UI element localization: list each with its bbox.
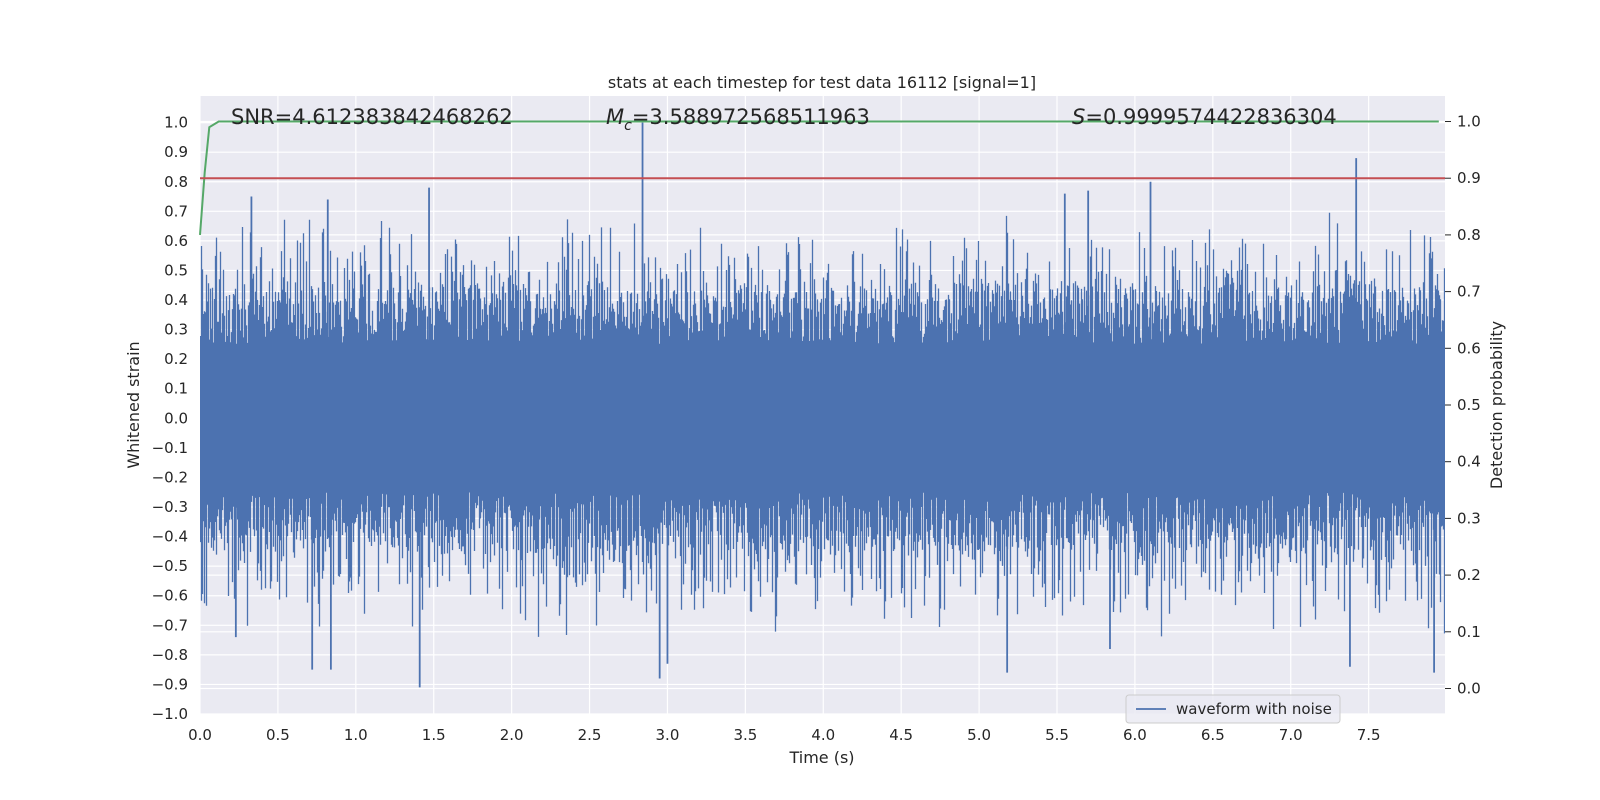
y-tick-label: −0.7 — [152, 616, 188, 634]
score-annotation: S=0.9999574422836304 — [1072, 105, 1337, 129]
x-tick-label: 6.5 — [1201, 726, 1225, 744]
x-tick-label: 3.0 — [656, 726, 680, 744]
tick-labels: 0.0 0.5 1.0 1.5 2.0 2.5 3.0 3.5 4.0 4.5 5.0 5.5 6.0 6… — [152, 113, 1481, 744]
y-tick-label: −1.0 — [152, 705, 188, 723]
chirp-mass-subscript: c — [624, 118, 632, 134]
y-tick-label: 0.0 — [164, 409, 188, 427]
x-tick-label: 6.0 — [1123, 726, 1147, 744]
chart-title: stats at each timestep for test data 161… — [608, 73, 1036, 92]
y-tick-label: 0.1 — [164, 380, 188, 398]
chirp-mass-annotation: Mc=3.588972568511963 — [606, 105, 870, 134]
y2-tick-label: 0.6 — [1457, 339, 1481, 357]
y-tick-label: −0.9 — [152, 675, 188, 693]
probability-overlay — [199, 120, 1445, 235]
x-tick-label: 0.0 — [188, 726, 212, 744]
y2-axis-label: Detection probability — [1487, 321, 1506, 489]
y2-tick-label: 1.0 — [1457, 113, 1481, 131]
x-tick-label: 1.5 — [422, 726, 446, 744]
chirp-mass-symbol: M — [606, 105, 624, 129]
y-tick-label: −0.8 — [152, 646, 188, 664]
y2-tick-label: 0.7 — [1457, 283, 1481, 301]
waveform-series — [200, 122, 1445, 688]
x-tick-label: 2.5 — [578, 726, 602, 744]
chirp-mass-value: =3.588972568511963 — [632, 105, 870, 129]
y-tick-label: 1.0 — [164, 114, 188, 132]
score-symbol: S — [1072, 105, 1085, 129]
x-axis-label: Time (s) — [788, 748, 854, 767]
y-tick-label: 0.4 — [164, 291, 188, 309]
y-tick-label: −0.2 — [152, 468, 188, 486]
y-tick-label: 0.5 — [164, 261, 188, 279]
y-tick-label: 0.3 — [164, 321, 188, 339]
x-tick-label: 5.0 — [967, 726, 991, 744]
y2-tick-label: 0.0 — [1457, 679, 1481, 697]
x-tick-label: 0.5 — [266, 726, 290, 744]
y-tick-label: −0.3 — [152, 498, 188, 516]
probability-line — [199, 120, 1439, 235]
x-tick-label: 7.0 — [1279, 726, 1303, 744]
y-tick-label: −0.6 — [152, 587, 188, 605]
y2-tick-label: 0.4 — [1457, 453, 1481, 471]
y2-tick-label: 0.2 — [1457, 566, 1481, 584]
x-tick-label: 4.0 — [811, 726, 835, 744]
x-tick-label: 5.5 — [1045, 726, 1069, 744]
x-tick-label: 2.0 — [500, 726, 524, 744]
y-tick-label: 0.8 — [164, 173, 188, 191]
y2-tick-label: 0.1 — [1457, 623, 1481, 641]
legend-box — [1125, 694, 1341, 724]
y-tick-label: 0.2 — [164, 350, 188, 368]
y-tick-label: 0.6 — [164, 232, 188, 250]
y2-tick-label: 0.9 — [1457, 169, 1481, 187]
legend: waveform with noise — [1125, 694, 1341, 724]
legend-label: waveform with noise — [1176, 700, 1332, 718]
x-tick-label: 7.5 — [1357, 726, 1381, 744]
y-tick-label: −0.4 — [152, 528, 188, 546]
y2-tick-label: 0.8 — [1457, 226, 1481, 244]
score-value: =0.9999574422836304 — [1085, 105, 1336, 129]
y-axis-label: Whitened strain — [124, 341, 143, 468]
y-tick-label: 0.9 — [164, 143, 188, 161]
x-tick-label: 4.5 — [889, 726, 913, 744]
y-tick-label: 0.7 — [164, 202, 188, 220]
y2-tick-label: 0.3 — [1457, 509, 1481, 527]
y2-tick-label: 0.5 — [1457, 396, 1481, 414]
y-tick-label: −0.5 — [152, 557, 188, 575]
x-tick-label: 3.5 — [733, 726, 757, 744]
y-tick-label: −0.1 — [152, 439, 188, 457]
snr-annotation: SNR=4.612383842468262 — [231, 105, 513, 129]
x-tick-label: 1.0 — [344, 726, 368, 744]
waveform-noise — [200, 212, 1445, 637]
